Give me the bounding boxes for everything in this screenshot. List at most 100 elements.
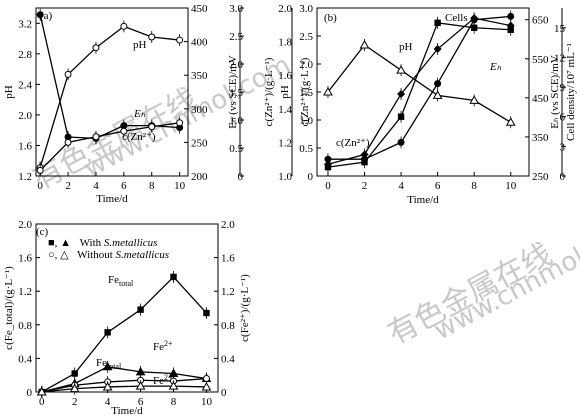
data-point <box>202 375 210 383</box>
y-tick-label: 6 <box>560 112 566 124</box>
data-point <box>170 273 177 281</box>
data-point <box>323 86 333 96</box>
data-point <box>470 16 478 24</box>
y-axis-label-eh: Eₕ (vs SCE)/mV <box>549 55 561 129</box>
annotation-fe-total-with: Fetotal <box>108 274 134 288</box>
data-point <box>168 381 179 390</box>
y-tick-label: 3.2 <box>18 18 32 30</box>
y-tick-label: 12 <box>554 52 565 64</box>
y-axis-label-fe2: c(Fe²⁺)/(g·L⁻¹) <box>239 274 251 342</box>
series-line <box>327 15 511 160</box>
y-tick-label: 200 <box>191 171 208 183</box>
annotation-fe-total-without: Fetotal <box>96 357 122 371</box>
data-point <box>102 381 113 391</box>
y-tick-label: 0 <box>27 387 33 399</box>
x-tick-label: 4 <box>105 396 111 408</box>
data-point <box>432 90 443 99</box>
data-point <box>203 309 210 317</box>
data-point <box>71 370 78 377</box>
panel-label: (b) <box>324 12 337 24</box>
data-point <box>433 45 442 54</box>
y-axis-right: 0 0.4 0.8 1.2 1.6 2.0 <box>214 219 235 399</box>
y-tick-label: 2.0 <box>229 59 243 71</box>
series-line <box>39 122 180 171</box>
data-point <box>434 19 441 27</box>
x-axis-label: Time/d <box>96 193 128 205</box>
plot-frame <box>316 7 530 177</box>
x-tick-label: 0 <box>39 396 45 408</box>
series-label-eh: Eₕ <box>133 108 146 120</box>
annotation-fe2-without: Fe2+ <box>153 373 173 387</box>
data-point <box>92 133 100 141</box>
y-tick-label: 9 <box>560 82 566 94</box>
x-tick-label: 2 <box>65 180 71 192</box>
data-point <box>36 166 44 174</box>
data-point <box>469 95 480 104</box>
y-axis-ph: 1.0 1.2 1.4 1.6 1.8 2.0 0 0.5 1.0 1.5 2.0 2.5 3.0 <box>278 3 321 183</box>
series-line <box>39 25 180 168</box>
x-tick-label: 6 <box>435 180 441 192</box>
plot-frame <box>35 7 189 177</box>
y-tick-label: 550 <box>532 54 549 66</box>
data-point <box>137 306 144 313</box>
y-axis-label-fe-total: c(Fe_total)/(g·L⁻¹) <box>3 266 15 350</box>
y-tick-label: 0.4 <box>221 353 235 365</box>
x-axis-label: Time/d <box>407 194 439 206</box>
series-line <box>41 385 207 393</box>
legend-species: S.metallicus <box>104 237 157 249</box>
y-tick-label: 0.8 <box>18 320 32 332</box>
data-point <box>148 123 156 131</box>
x-tick-label: 8 <box>171 396 177 408</box>
y-tick-label: 1.2 <box>18 171 32 183</box>
y-tick-label: 2.0 <box>18 219 32 231</box>
data-point <box>396 65 406 74</box>
legend-entry-with: ■, ▲ With S.metallicus <box>48 237 157 249</box>
y-tick-label: 3 <box>560 141 566 153</box>
panel-c: (c) Time/d c(Fe_total)/(g·L⁻¹) c(Fe²⁺)/(… <box>3 219 251 417</box>
y-tick-label: 1.0 <box>278 171 292 183</box>
y-tick-label: 1.4 <box>278 104 292 116</box>
data-point <box>434 80 442 88</box>
series-label-ph: pH <box>133 39 147 51</box>
y-tick-label: 400 <box>191 37 208 49</box>
data-point <box>361 155 369 163</box>
annotation-fe2-with: Fe2+ <box>153 339 173 353</box>
y-axis-label-eh: Eₕ (vs SCE)/mV <box>227 55 239 129</box>
y-axis-label-ph: pH <box>3 85 15 99</box>
data-point <box>470 24 478 31</box>
legend-text: Without <box>77 249 115 261</box>
y-tick-label: 1.2 <box>221 286 235 298</box>
y-tick-label: 1.0 <box>299 115 313 127</box>
y-tick-label: 0.8 <box>221 320 235 332</box>
data-point <box>507 12 515 20</box>
data-point <box>397 89 406 98</box>
y-tick-label: 0 <box>238 171 244 183</box>
data-point <box>397 113 405 120</box>
annotation-base: Fe <box>108 274 119 286</box>
y-tick-label: 1.8 <box>278 37 292 49</box>
y-tick-label: 2.8 <box>18 49 32 61</box>
legend-species: S.metallicus <box>116 249 169 261</box>
data-point <box>176 36 184 44</box>
data-point <box>64 138 72 146</box>
annotation-base: Fe <box>153 341 164 353</box>
y-tick-label: 300 <box>191 104 208 116</box>
y-tick-label: 1.5 <box>229 87 243 99</box>
data-point <box>69 383 80 393</box>
y-axis-label-ph: pH <box>279 85 291 99</box>
y-axis-label-cells: Cell density/10⁷ mL⁻¹ <box>565 43 577 141</box>
x-axis-label: Time/d <box>111 405 143 417</box>
data-point <box>36 11 44 19</box>
y-tick-label: 0.5 <box>299 143 313 155</box>
y-axis-zn: 0 0.5 1.0 1.5 2.0 2.5 3.0 <box>229 3 244 183</box>
series-label-zn: c(Zn²⁺) <box>336 137 370 149</box>
x-tick-label: 6 <box>121 180 127 192</box>
y-tick-label: 350 <box>532 132 549 144</box>
data-point <box>148 33 156 41</box>
legend-text: With <box>80 237 104 249</box>
y-tick-label: 1.6 <box>278 70 292 82</box>
y-tick-label: 1.6 <box>18 140 32 152</box>
y-tick-label: 0.5 <box>229 143 243 155</box>
series-label-zn: c(Zn²⁺) <box>122 131 156 143</box>
x-tick-label: 10 <box>174 180 186 192</box>
